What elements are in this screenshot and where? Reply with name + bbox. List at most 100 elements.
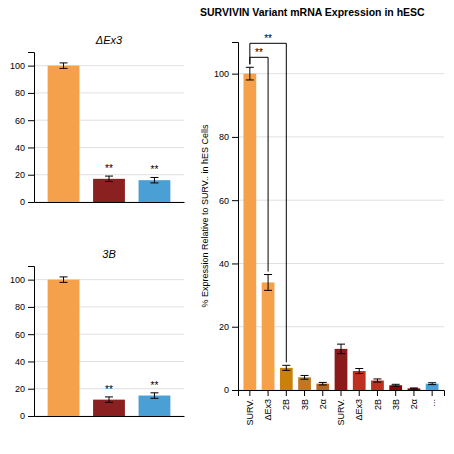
error-bar <box>319 382 327 385</box>
x-tick-mark <box>268 390 269 396</box>
x-tick-mark <box>432 390 433 396</box>
error-bar-cap <box>301 375 309 376</box>
x-axis-line <box>35 416 185 417</box>
y-tick-label: 100 <box>10 61 25 71</box>
y-tick-label: 100 <box>10 275 25 285</box>
y-tick-label: 20 <box>15 384 25 394</box>
y-tick: 60 <box>219 196 238 206</box>
y-tick-label: 60 <box>219 196 229 206</box>
x-tick: ΔEx3 <box>263 390 273 421</box>
error-bar-cap <box>150 182 158 183</box>
x-tick-mark <box>395 390 396 396</box>
y-tick-mark <box>28 280 34 281</box>
error-bar-cap <box>301 379 309 380</box>
error-bar <box>355 368 363 373</box>
annotation: ** <box>105 163 113 174</box>
figure: 020406080100SURV.ΔEx32B3B2αSURV.ΔEx32B3B… <box>0 0 454 454</box>
annotations: **** <box>250 33 286 362</box>
y-tick-mark <box>232 327 238 328</box>
y-tick-mark <box>28 307 34 308</box>
y-tick: 80 <box>15 88 34 98</box>
y-tick-mark <box>232 137 238 138</box>
error-bar-stem <box>359 368 360 373</box>
error-bar-cap <box>264 290 272 291</box>
bar <box>298 377 311 390</box>
y-tick: 80 <box>15 302 34 312</box>
y-tick: 60 <box>15 330 34 340</box>
y-tick: 0 <box>224 385 238 395</box>
y-tick-mark <box>28 175 34 176</box>
error-bar-cap <box>105 181 113 182</box>
annotation: ** <box>105 384 113 395</box>
error-bar-cap <box>60 276 68 277</box>
error-bar <box>105 397 113 402</box>
y-tick-label: 40 <box>219 259 229 269</box>
grid-line <box>238 136 444 137</box>
x-tick-label: 2α <box>409 399 419 409</box>
error-bar-stem <box>286 365 287 370</box>
y-tick-label: 0 <box>20 197 25 207</box>
error-bar-cap <box>319 382 327 383</box>
error-bar <box>392 384 400 386</box>
y-tick-mark <box>28 361 34 362</box>
y-tick-label: 80 <box>15 88 25 98</box>
error-bar-cap <box>428 382 436 383</box>
error-bar <box>373 379 381 382</box>
y-tick-label: 60 <box>15 116 25 126</box>
bar <box>335 349 348 390</box>
y-tick-label: 20 <box>219 322 229 332</box>
error-bar-cap <box>105 402 113 403</box>
error-bar-cap <box>373 378 381 379</box>
title: 3B <box>102 248 115 260</box>
error-bar-cap <box>355 373 363 374</box>
error-bar-cap <box>105 176 113 177</box>
error-bar-stem <box>63 277 64 282</box>
x-tick-label: ΔEx3 <box>354 399 364 421</box>
y-tick: 100 <box>10 275 34 285</box>
bar <box>48 66 80 202</box>
bar <box>93 179 125 202</box>
error-bar-cap <box>337 353 345 354</box>
error-bar <box>282 365 290 370</box>
error-bar-cap <box>150 398 158 399</box>
error-bar-stem <box>249 67 250 80</box>
y-tick-label: 100 <box>214 69 229 79</box>
bar <box>93 400 125 416</box>
bar <box>353 371 366 390</box>
y-axis: 0 20 40 60 80 100 <box>214 43 239 396</box>
significance-bracket <box>250 43 286 362</box>
error-bar <box>246 67 254 80</box>
y-tick: 20 <box>219 322 238 332</box>
grid-line <box>238 73 444 74</box>
y-tick-label: 80 <box>219 132 229 142</box>
x-tick-label: 3B <box>391 399 401 410</box>
title: ΔEx3 <box>95 34 123 46</box>
x-tick: 3B <box>391 390 401 410</box>
annotation: ** <box>151 164 159 175</box>
error-bar <box>337 344 345 353</box>
y-tick-label: 0 <box>224 385 229 395</box>
x-tick-label: ... <box>427 399 437 407</box>
x-axis <box>35 202 185 203</box>
y-tick-mark <box>232 390 238 391</box>
error-bar-stem <box>154 393 155 398</box>
error-bar-cap <box>355 368 363 369</box>
error-bar-stem <box>109 397 110 402</box>
y-tick: 40 <box>15 143 34 153</box>
x-tick-mark <box>377 390 378 396</box>
chart: 020406080100****ΔEx3 <box>10 34 185 207</box>
significance-bracket <box>250 57 268 271</box>
grid <box>238 74 444 390</box>
x-axis: SURV.ΔEx32B3B2αSURV.ΔEx32B3B2α... <box>239 390 445 426</box>
error-bar-cap <box>60 62 68 63</box>
error-bar <box>105 176 113 181</box>
x-tick: SURV. <box>245 390 255 426</box>
x-tick-label: SURV. <box>336 399 346 426</box>
y-axis-line <box>28 53 35 203</box>
x-tick-label: 2α <box>318 399 328 409</box>
bar <box>389 385 402 390</box>
bar <box>139 180 171 202</box>
y-tick-label: 40 <box>15 357 25 367</box>
x-axis-line <box>35 202 185 203</box>
bar <box>48 280 80 416</box>
